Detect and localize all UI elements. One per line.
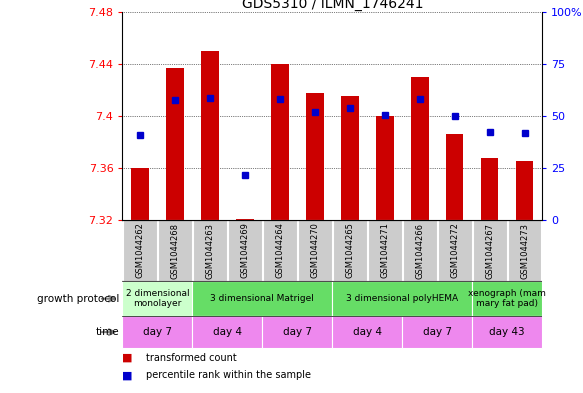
Bar bbox=[438, 220, 472, 281]
Bar bbox=[332, 281, 472, 316]
Text: day 4: day 4 bbox=[213, 327, 242, 337]
Bar bbox=[228, 220, 262, 281]
Text: GSM1044268: GSM1044268 bbox=[170, 222, 180, 279]
Text: xenograph (mam
mary fat pad): xenograph (mam mary fat pad) bbox=[468, 289, 546, 309]
Bar bbox=[376, 116, 394, 220]
Text: GSM1044266: GSM1044266 bbox=[415, 222, 424, 279]
Title: GDS5310 / ILMN_1746241: GDS5310 / ILMN_1746241 bbox=[241, 0, 423, 11]
Bar bbox=[166, 68, 184, 220]
Bar bbox=[472, 281, 542, 316]
Bar bbox=[236, 219, 254, 220]
Bar bbox=[271, 64, 289, 220]
Bar bbox=[192, 316, 262, 348]
Bar bbox=[368, 220, 402, 281]
Bar bbox=[516, 162, 533, 220]
Text: 3 dimensional Matrigel: 3 dimensional Matrigel bbox=[210, 294, 314, 303]
Text: 3 dimensional polyHEMA: 3 dimensional polyHEMA bbox=[346, 294, 458, 303]
Bar bbox=[306, 92, 324, 220]
Bar bbox=[201, 51, 219, 220]
Bar bbox=[332, 316, 402, 348]
Bar bbox=[446, 134, 463, 220]
Text: transformed count: transformed count bbox=[146, 353, 237, 363]
Text: time: time bbox=[96, 327, 120, 337]
Bar bbox=[123, 220, 157, 281]
Bar bbox=[131, 168, 149, 220]
Bar bbox=[402, 316, 472, 348]
Bar bbox=[403, 220, 437, 281]
Bar bbox=[473, 220, 507, 281]
Text: day 7: day 7 bbox=[143, 327, 172, 337]
Bar bbox=[508, 220, 542, 281]
Bar bbox=[193, 220, 227, 281]
Text: GSM1044270: GSM1044270 bbox=[310, 222, 319, 279]
Text: 2 dimensional
monolayer: 2 dimensional monolayer bbox=[125, 289, 189, 309]
Bar bbox=[333, 220, 367, 281]
Text: day 7: day 7 bbox=[283, 327, 312, 337]
Text: GSM1044267: GSM1044267 bbox=[485, 222, 494, 279]
Text: GSM1044273: GSM1044273 bbox=[520, 222, 529, 279]
Text: GSM1044269: GSM1044269 bbox=[240, 222, 250, 279]
Bar bbox=[411, 77, 429, 220]
Text: GSM1044271: GSM1044271 bbox=[380, 222, 389, 279]
Bar bbox=[122, 281, 192, 316]
Text: growth protocol: growth protocol bbox=[37, 294, 120, 304]
Text: day 7: day 7 bbox=[423, 327, 452, 337]
Bar bbox=[298, 220, 332, 281]
Text: GSM1044264: GSM1044264 bbox=[275, 222, 285, 279]
Text: GSM1044272: GSM1044272 bbox=[450, 222, 459, 279]
Bar bbox=[263, 220, 297, 281]
Bar bbox=[262, 316, 332, 348]
Bar bbox=[158, 220, 192, 281]
Bar bbox=[192, 281, 332, 316]
Text: day 43: day 43 bbox=[489, 327, 525, 337]
Text: day 4: day 4 bbox=[353, 327, 382, 337]
Text: GSM1044265: GSM1044265 bbox=[345, 222, 354, 279]
Text: ■: ■ bbox=[122, 370, 133, 380]
Bar bbox=[122, 316, 192, 348]
Bar bbox=[341, 96, 359, 220]
Text: percentile rank within the sample: percentile rank within the sample bbox=[146, 370, 311, 380]
Text: ■: ■ bbox=[122, 353, 133, 363]
Bar bbox=[481, 158, 498, 220]
Bar bbox=[472, 316, 542, 348]
Text: GSM1044263: GSM1044263 bbox=[205, 222, 215, 279]
Text: GSM1044262: GSM1044262 bbox=[135, 222, 145, 279]
